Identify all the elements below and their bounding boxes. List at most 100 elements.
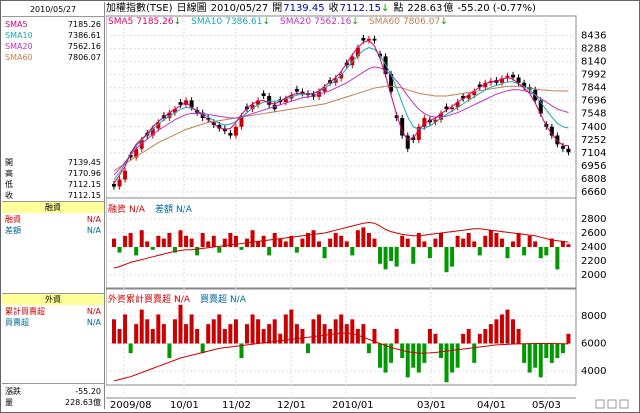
x-tick-label: 2010/01 <box>332 400 374 409</box>
candle-body <box>560 146 565 149</box>
y-tick-label: 7548 <box>581 109 606 120</box>
candle-body <box>538 100 543 114</box>
margin-bar <box>267 247 272 256</box>
candle-body <box>361 37 366 41</box>
info-value: N/A <box>86 215 101 224</box>
margin-bar <box>317 241 322 247</box>
margin-bar <box>499 238 504 247</box>
reset-button <box>619 399 629 409</box>
foreign-bar <box>239 343 244 359</box>
y-tick-label: 8140 <box>581 57 606 68</box>
foreign-bar <box>250 314 255 344</box>
margin-bar <box>444 247 449 273</box>
foreign-bar <box>555 343 560 359</box>
foreign-legend: 外資累計買賣超 N/A 買賣超 N/A <box>108 292 256 305</box>
foreign-bar <box>261 328 266 344</box>
candle-body <box>455 102 460 108</box>
candle-body <box>372 38 377 41</box>
candle-body <box>123 170 128 180</box>
legend-item: SMA20 7562.16↓ <box>280 17 359 27</box>
candle-body <box>499 78 504 83</box>
candle-body <box>322 87 327 92</box>
info-label: 收 <box>5 191 13 200</box>
candle-body <box>477 84 482 88</box>
candle-body <box>416 126 421 140</box>
candle-body <box>117 179 122 187</box>
pane-border <box>106 15 577 199</box>
foreign-bar <box>123 314 128 344</box>
margin-bar <box>261 235 266 247</box>
margin-bar <box>511 241 516 247</box>
info-label: 量 <box>5 398 13 407</box>
info-value: 7185.26 <box>67 20 101 29</box>
info-row: 開 7139.45 <box>5 157 103 168</box>
down-arrow-icon: ↓ <box>440 17 448 27</box>
foreign-bar <box>511 319 516 344</box>
margin-line <box>113 221 569 269</box>
margin-bar <box>217 247 222 253</box>
foreign-bar <box>245 324 250 344</box>
info-row: SMA20 7562.16 <box>5 41 103 52</box>
down-arrow-icon: ↓ <box>380 3 390 14</box>
foreign-bar <box>538 343 543 378</box>
legend-label: 外資累計買賣超 <box>108 295 172 305</box>
chart-svg: 8436 8288 8140 7992 7844 7696 7548 7400 7252 7104… <box>106 15 629 409</box>
margin-bar <box>195 247 200 256</box>
legend-item: SMA5 7185.26↓ <box>108 17 181 27</box>
margin-bar <box>450 247 455 267</box>
foreign-bar <box>472 343 477 363</box>
ma-legend: SMA5 7185.26↓ SMA10 7386.61↓ SMA20 7562.16↓ SM… <box>108 17 458 27</box>
foreign-bar <box>128 343 133 354</box>
foreign-bar <box>233 319 238 344</box>
sma60-line <box>113 85 569 172</box>
margin-bar <box>472 241 477 247</box>
margin-bar <box>283 241 288 247</box>
foreign-bar <box>560 343 565 354</box>
margin-bar <box>416 233 421 247</box>
margin-bar <box>172 247 177 253</box>
foreign-bar <box>272 319 277 344</box>
foreign-bar <box>184 324 189 344</box>
foreign-bar <box>405 343 410 378</box>
info-row: 差額 N/A <box>5 225 103 236</box>
candle-body <box>283 98 288 103</box>
foreign-bar <box>433 333 438 344</box>
info-value: 228.63億 <box>65 398 101 407</box>
foreign-bar <box>450 343 455 373</box>
candle-body <box>516 77 521 83</box>
down-arrow-icon: ↓ <box>262 17 270 27</box>
margin-bar <box>427 247 432 259</box>
foreign-bar <box>483 328 488 344</box>
info-row: SMA10 7386.61 <box>5 30 103 41</box>
y-tick-label: 2600 <box>581 228 606 239</box>
margin-bar <box>483 235 488 247</box>
info-value: 7139.45 <box>67 158 101 167</box>
pane-border <box>106 287 577 386</box>
info-row: 高 7170.96 <box>5 168 103 179</box>
foreign-bar <box>211 319 216 344</box>
margin-bar <box>405 238 410 247</box>
foreign-bar <box>466 328 471 344</box>
candle-body <box>250 104 255 110</box>
margin-bar <box>184 235 189 247</box>
x-tick-label: 2009/08 <box>110 400 152 409</box>
foreign-bar <box>488 324 493 344</box>
margin-bar <box>488 230 493 247</box>
divider <box>2 293 104 294</box>
legend-item: SMA60 7806.07↓ <box>369 17 448 27</box>
candle-body <box>128 154 133 158</box>
foreign-bar <box>455 343 460 368</box>
foreign-bar <box>311 319 316 344</box>
foreign-bar <box>134 324 139 344</box>
x-tick-label: 03/01 <box>417 400 446 409</box>
foreign-bar <box>178 304 183 344</box>
margin-bar <box>566 244 571 247</box>
info-value: 7112.15 <box>67 180 101 189</box>
panel-date: 2010/05/27 <box>29 5 77 14</box>
x-tick-label: 05/03 <box>532 400 561 409</box>
candle-body <box>134 148 139 158</box>
candle-body <box>217 124 222 129</box>
margin-bar <box>328 238 333 247</box>
y-tick-label: 8436 <box>581 31 606 42</box>
y-tick-label: 2200 <box>581 256 606 267</box>
